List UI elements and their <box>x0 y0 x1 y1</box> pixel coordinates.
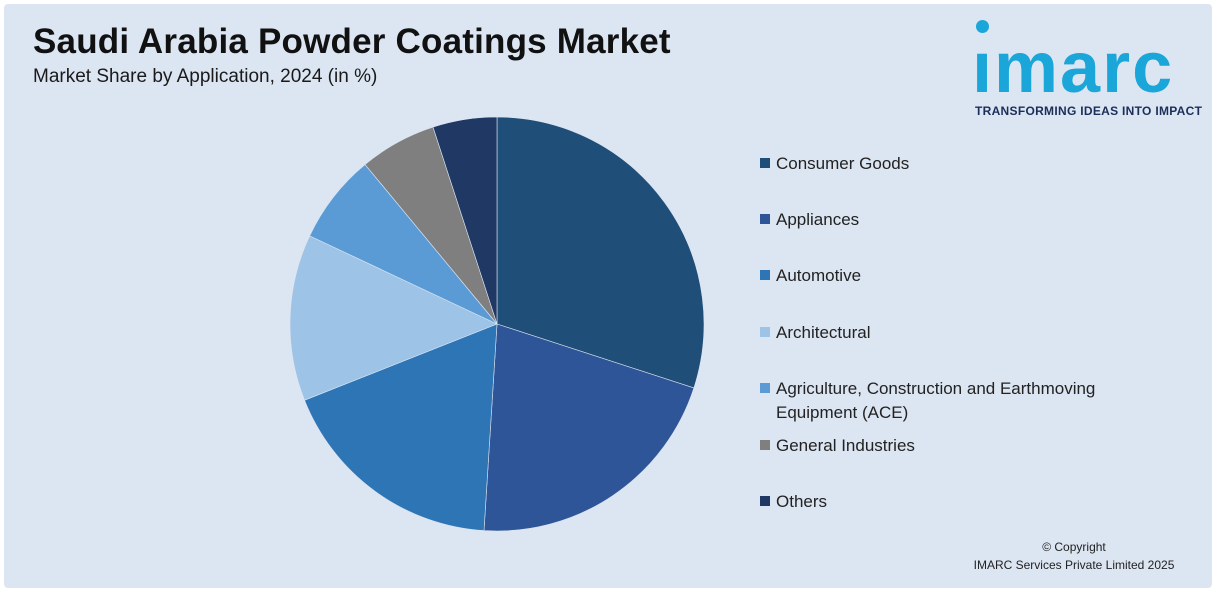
logo-dot-icon <box>976 20 989 33</box>
pie-slice-appliances <box>483 323 695 532</box>
chart-panel: Saudi Arabia Powder Coatings Market Mark… <box>4 4 1212 588</box>
pie-slice-automotive <box>304 323 498 531</box>
legend-label: Consumer Goods <box>776 154 910 173</box>
legend-label: General Industries <box>776 436 915 455</box>
imarc-logo: ımarc TRANSFORMING IDEAS INTO IMPACT <box>964 14 1209 124</box>
legend-label: Architectural <box>776 323 871 342</box>
legend-swatch <box>760 214 770 224</box>
legend-item: General Industries <box>760 434 1156 458</box>
legend-swatch <box>760 270 770 280</box>
legend-label: Others <box>776 492 828 511</box>
legend-label: Automotive <box>776 266 862 285</box>
legend-swatch <box>760 158 770 168</box>
legend-swatch <box>760 440 770 450</box>
chart-subtitle: Market Share by Application, 2024 (in %) <box>33 66 378 87</box>
legend-item: Agriculture, Construction and Earthmovin… <box>760 377 1156 425</box>
copyright-line-2: IMARC Services Private Limited 2025 <box>973 558 1175 572</box>
logo-wordmark: ımarc <box>972 28 1175 108</box>
legend-swatch <box>760 327 770 337</box>
legend-item: Consumer Goods <box>760 152 1156 176</box>
legend-item: Appliances <box>760 208 1156 232</box>
legend-item: Automotive <box>760 264 1156 288</box>
legend-swatch <box>760 496 770 506</box>
pie-slice-consumer-goods <box>496 116 705 389</box>
logo-tagline: TRANSFORMING IDEAS INTO IMPACT <box>975 104 1203 118</box>
pie-slice-others <box>432 116 498 325</box>
legend-label: Agriculture, Construction and Earthmovin… <box>776 379 1096 422</box>
legend-label: Appliances <box>776 210 860 229</box>
pie-slice-architectural <box>289 235 498 401</box>
legend-swatch <box>760 383 770 393</box>
pie-chart <box>289 116 705 532</box>
copyright-line-1: © Copyright <box>1042 540 1106 554</box>
legend-item: Architectural <box>760 321 1156 345</box>
legend-item: Others <box>760 490 1156 514</box>
chart-title: Saudi Arabia Powder Coatings Market <box>33 22 671 61</box>
copyright-notice: © Copyright IMARC Services Private Limit… <box>894 538 1194 574</box>
